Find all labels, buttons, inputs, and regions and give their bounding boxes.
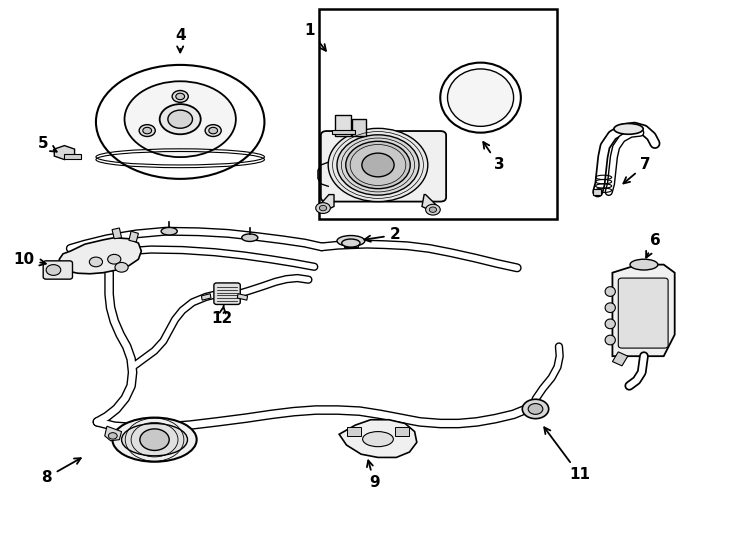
Polygon shape xyxy=(201,294,211,300)
Ellipse shape xyxy=(125,82,236,157)
Ellipse shape xyxy=(337,235,365,246)
Circle shape xyxy=(175,93,184,100)
Circle shape xyxy=(160,104,200,134)
Text: 4: 4 xyxy=(175,28,186,52)
Ellipse shape xyxy=(605,303,615,313)
Circle shape xyxy=(109,433,117,439)
Ellipse shape xyxy=(440,63,521,133)
Text: 8: 8 xyxy=(42,458,81,485)
Ellipse shape xyxy=(96,65,264,179)
Polygon shape xyxy=(395,427,410,436)
Text: 9: 9 xyxy=(367,461,379,490)
FancyBboxPatch shape xyxy=(321,131,446,201)
Polygon shape xyxy=(346,427,361,436)
Text: 1: 1 xyxy=(305,23,326,51)
Polygon shape xyxy=(592,189,601,194)
Bar xyxy=(344,241,358,247)
Circle shape xyxy=(426,204,440,215)
Ellipse shape xyxy=(605,335,615,345)
Bar xyxy=(65,154,81,159)
Polygon shape xyxy=(54,146,75,160)
Text: 12: 12 xyxy=(211,306,233,326)
Ellipse shape xyxy=(112,417,197,462)
Text: 10: 10 xyxy=(13,252,46,267)
Polygon shape xyxy=(237,294,247,300)
Circle shape xyxy=(362,153,394,177)
Ellipse shape xyxy=(241,234,258,241)
Ellipse shape xyxy=(614,124,643,134)
FancyBboxPatch shape xyxy=(618,278,668,348)
Circle shape xyxy=(205,125,221,137)
Circle shape xyxy=(429,207,437,212)
Ellipse shape xyxy=(342,239,360,247)
Polygon shape xyxy=(422,194,437,212)
Text: 7: 7 xyxy=(623,158,651,184)
Ellipse shape xyxy=(122,423,187,456)
Ellipse shape xyxy=(448,69,514,126)
Ellipse shape xyxy=(605,319,615,329)
Circle shape xyxy=(139,125,156,137)
Text: 5: 5 xyxy=(38,136,57,152)
Circle shape xyxy=(528,403,543,414)
FancyBboxPatch shape xyxy=(214,283,240,305)
Circle shape xyxy=(319,205,327,211)
Circle shape xyxy=(140,429,170,450)
Circle shape xyxy=(108,254,121,264)
Circle shape xyxy=(143,127,152,134)
Ellipse shape xyxy=(605,287,615,296)
Text: 11: 11 xyxy=(544,427,590,482)
Circle shape xyxy=(46,265,61,275)
Bar xyxy=(335,115,351,137)
Circle shape xyxy=(115,262,128,272)
Polygon shape xyxy=(612,352,628,366)
Bar xyxy=(352,119,366,137)
Circle shape xyxy=(316,202,330,213)
Polygon shape xyxy=(339,420,417,457)
Polygon shape xyxy=(612,265,675,356)
Text: 3: 3 xyxy=(483,142,504,172)
Bar xyxy=(319,9,558,219)
Ellipse shape xyxy=(630,259,658,270)
Polygon shape xyxy=(129,231,139,242)
Polygon shape xyxy=(319,194,334,212)
Circle shape xyxy=(90,257,103,267)
Text: 6: 6 xyxy=(646,233,661,258)
Circle shape xyxy=(172,91,188,103)
Circle shape xyxy=(337,135,419,195)
Circle shape xyxy=(168,110,192,128)
Circle shape xyxy=(208,127,217,134)
Text: 2: 2 xyxy=(364,227,400,242)
Circle shape xyxy=(346,141,410,188)
Circle shape xyxy=(328,129,428,201)
Ellipse shape xyxy=(161,227,177,235)
Polygon shape xyxy=(59,238,142,274)
Polygon shape xyxy=(112,228,122,239)
Polygon shape xyxy=(105,426,122,441)
Ellipse shape xyxy=(363,431,393,447)
Bar xyxy=(332,130,355,134)
FancyBboxPatch shape xyxy=(43,261,73,279)
Circle shape xyxy=(523,399,549,418)
